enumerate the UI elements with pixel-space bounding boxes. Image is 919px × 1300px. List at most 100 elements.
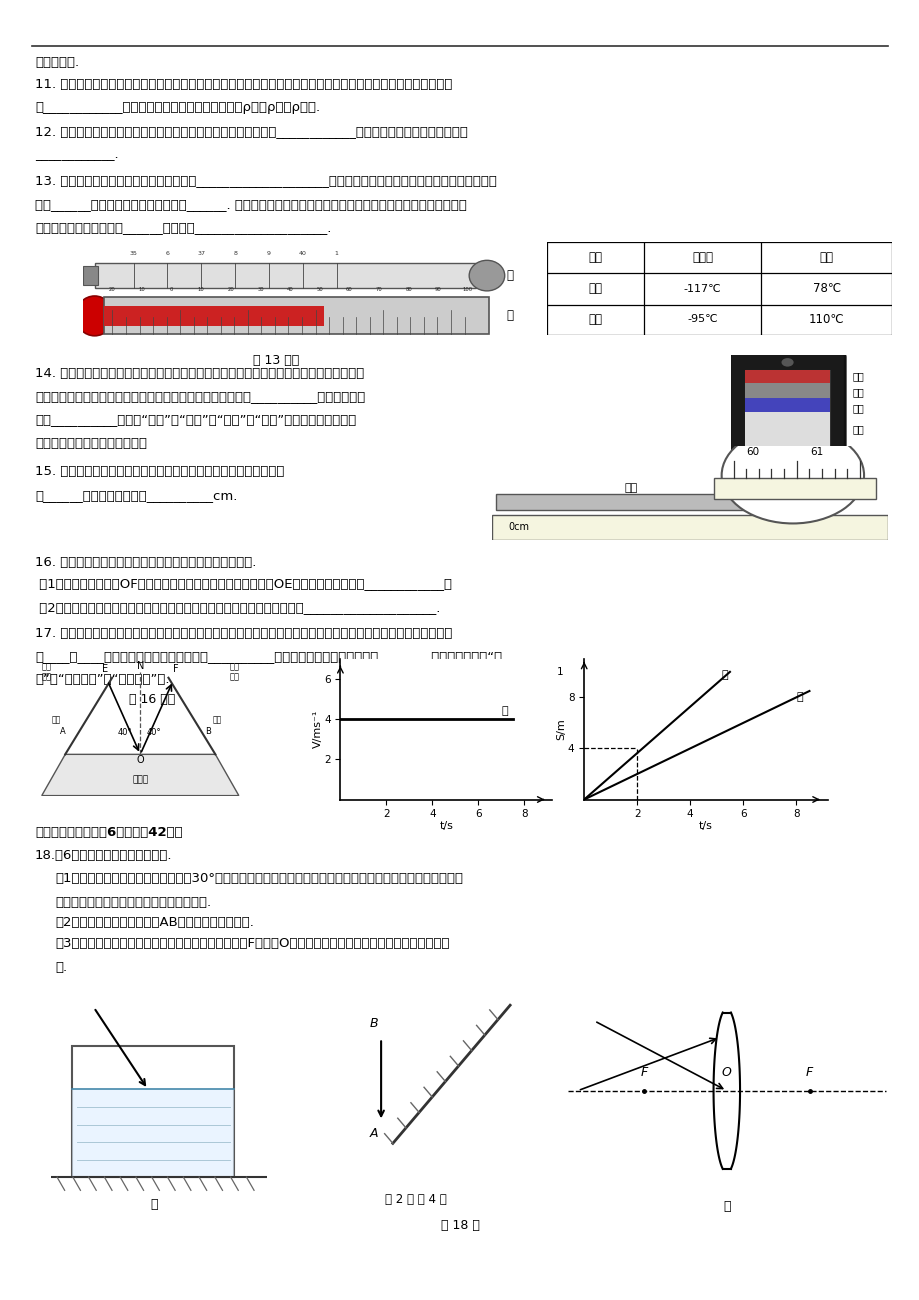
Text: 图中__________（选填“红色”、“绿色”、“蓝色”或“白色”）区域时能同时看到: 图中__________（选填“红色”、“绿色”、“蓝色”或“白色”）区域时能同… <box>35 413 356 426</box>
Text: 甲: 甲 <box>501 706 507 716</box>
Bar <box>495 494 765 510</box>
Bar <box>104 298 489 334</box>
X-axis label: t/s: t/s <box>438 820 453 831</box>
Text: 37: 37 <box>197 251 205 256</box>
Text: 13. 如图所示的甲乙两支温度计是利用液体____________________的性质制成的，其中，可以离开被测物体来读数: 13. 如图所示的甲乙两支温度计是利用液体___________________… <box>35 174 496 187</box>
Bar <box>96 263 476 289</box>
Text: 40: 40 <box>287 286 293 291</box>
Text: 20: 20 <box>109 286 116 291</box>
Text: 止”、“向前运动”或“向后运动”）.: 止”、“向前运动”或“向后运动”）. <box>35 673 169 686</box>
Text: （2）如图乙所示，画出物体AB在平面镜中所成的像.: （2）如图乙所示，画出物体AB在平面镜中所成的像. <box>55 916 254 930</box>
Text: 丙: 丙 <box>795 692 802 702</box>
Text: 的是______，可以用来测沸水温度的是______. 若两支温度计的测温物质，可能为下右表中所列的物质，则乙温度: 的是______，可以用来测沸水温度的是______. 若两支温度计的测温物质，… <box>35 198 466 211</box>
Text: （1）如果让光线逆着OF的方向射向镜面，会发现反射光线沿着OE方向射出，这表明：____________；: （1）如果让光线逆着OF的方向射向镜面，会发现反射光线沿着OE方向射出，这表明：… <box>35 577 451 590</box>
Text: B: B <box>205 727 211 736</box>
Text: 现象形成的.: 现象形成的. <box>35 56 79 69</box>
Text: 60: 60 <box>346 286 352 291</box>
Text: 40°: 40° <box>147 728 162 737</box>
Text: 16. 为了探究光反射时的规律，小明进行了如图所示的实验.: 16. 为了探究光反射时的规律，小明进行了如图所示的实验. <box>35 556 256 569</box>
Text: 50: 50 <box>316 286 323 291</box>
Bar <box>73 1089 234 1178</box>
Text: 入射: 入射 <box>41 662 51 671</box>
Text: 第 18 题: 第 18 题 <box>440 1219 479 1232</box>
Text: 8: 8 <box>233 251 237 256</box>
Text: 蓝色: 蓝色 <box>852 403 864 413</box>
Text: 乙: 乙 <box>505 309 513 322</box>
Text: 白色: 白色 <box>852 425 864 434</box>
Bar <box>744 369 829 382</box>
Text: O: O <box>721 1066 731 1079</box>
Text: 60: 60 <box>746 447 759 456</box>
Text: 凝固点: 凝固点 <box>691 251 712 264</box>
Text: 平面镜: 平面镜 <box>132 775 148 784</box>
Bar <box>713 478 875 499</box>
Text: N: N <box>136 660 144 671</box>
Text: 90: 90 <box>435 286 441 291</box>
Text: 酒精: 酒精 <box>588 282 602 295</box>
Text: 第 13 题图: 第 13 题图 <box>253 354 299 367</box>
Text: A: A <box>60 727 65 736</box>
Text: 70: 70 <box>375 286 382 291</box>
Text: B: B <box>369 1017 378 1030</box>
Text: 14. 如图所示是一个彩色的手机屏幕，小红洗手时不小心将水滴到了手机屏幕上，透过水滴: 14. 如图所示是一个彩色的手机屏幕，小红洗手时不小心将水滴到了手机屏幕上，透过… <box>35 367 364 380</box>
Bar <box>492 515 887 540</box>
Text: O: O <box>136 755 144 766</box>
Text: （3）如图丙所示，两条入射光线分别过凸透镜的焦点F和光心O，分别画出这两条光线经过凸透镜折射后的光: （3）如图丙所示，两条入射光线分别过凸透镜的焦点F和光心O，分别画出这两条光线经… <box>55 937 449 950</box>
Text: 100: 100 <box>462 286 472 291</box>
Y-axis label: S/m: S/m <box>556 719 566 740</box>
Text: 80: 80 <box>405 286 412 291</box>
Text: 三、解答题（本题共6小题，共42分）: 三、解答题（本题共6小题，共42分） <box>35 826 182 838</box>
Text: 标出反射角度，并大致画出折射光线的路径.: 标出反射角度，并大致画出折射光线的路径. <box>55 896 211 909</box>
Text: 10: 10 <box>198 286 204 291</box>
Polygon shape <box>41 754 239 796</box>
Text: 绿色: 绿色 <box>852 387 864 398</box>
Text: 沸点: 沸点 <box>819 251 833 264</box>
Text: 线.: 线. <box>55 961 67 974</box>
Text: A: A <box>369 1127 378 1140</box>
Text: 放____________球的杯子里水面升高的最少（已知ρ铜＞ρ铁＞ρ铝）.: 放____________球的杯子里水面升高的最少（已知ρ铜＞ρ铁＞ρ铝）. <box>35 101 320 114</box>
Text: F: F <box>640 1066 647 1079</box>
Text: 18.（6分）按要求完成下列光路图.: 18.（6分）按要求完成下列光路图. <box>35 849 172 862</box>
Text: 12. 把一只充了气的气球放在阳光下晒，经过一段时间后，气球的____________保持不变，它内部的气体的密度: 12. 把一只充了气的气球放在阳光下晒，经过一段时间后，气球的_________… <box>35 125 468 138</box>
Text: 15. 如图所示，小华用刻度尺测量某铁棒的长度，该刻度尺的分度值: 15. 如图所示，小华用刻度尺测量某铁棒的长度，该刻度尺的分度值 <box>35 465 284 478</box>
Text: 17. 甲、乙、丙三辆小车同时、同地向同一方向运动，它们运动的图像如图所示，由图像可知：运动速度相同的小车: 17. 甲、乙、丙三辆小车同时、同地向同一方向运动，它们运动的图像如图所示，由图… <box>35 627 452 640</box>
Text: 计中的测温液体肯定不是______，原因是____________________.: 计中的测温液体肯定不是______，原因是___________________… <box>35 221 331 234</box>
Text: F: F <box>173 664 178 673</box>
Bar <box>744 369 829 448</box>
Text: -117℃: -117℃ <box>683 283 720 294</box>
Circle shape <box>780 358 793 367</box>
Bar <box>744 412 829 448</box>
Text: 是____和____；若以乙车为参照物，则甲车__________，若以甲车为参照物，则丙车________（以上两空选填“静: 是____和____；若以乙车为参照物，则甲车__________，若以甲车为参… <box>35 650 502 663</box>
Text: 1: 1 <box>335 251 338 256</box>
Bar <box>104 307 323 325</box>
Circle shape <box>75 296 114 335</box>
Text: 30: 30 <box>257 286 264 291</box>
Bar <box>744 382 829 398</box>
Text: 40°: 40° <box>118 728 132 737</box>
Bar <box>73 1045 234 1178</box>
Text: 她惊奇地看到屏幕上出现多个不同颜色的小格子．水滴相当于__________，当水滴滴到: 她惊奇地看到屏幕上出现多个不同颜色的小格子．水滴相当于__________，当水… <box>35 390 365 403</box>
Text: 78℃: 78℃ <box>811 282 840 295</box>
Text: 10: 10 <box>139 286 145 291</box>
Text: 丙: 丙 <box>722 1200 730 1213</box>
Text: 40: 40 <box>299 251 306 256</box>
Text: 9: 9 <box>267 251 271 256</box>
Text: 61: 61 <box>809 447 823 456</box>
Text: 甲: 甲 <box>151 1197 158 1210</box>
Text: 1: 1 <box>556 667 562 677</box>
Text: 0: 0 <box>170 286 173 291</box>
Text: 35: 35 <box>130 251 137 256</box>
Text: 反射: 反射 <box>229 662 239 671</box>
Text: （1）如图甲所示，有一束与水平面成30°角的光斜射入鱼缸的水中，发生反射和折射现象，请你画出反射光线并: （1）如图甲所示，有一束与水平面成30°角的光斜射入鱼缸的水中，发生反射和折射现… <box>55 872 462 885</box>
Bar <box>744 398 829 412</box>
Text: 6: 6 <box>165 251 169 256</box>
Text: 纸板: 纸板 <box>213 715 222 724</box>
Text: -95℃: -95℃ <box>686 315 717 325</box>
Text: 铁棒: 铁棒 <box>623 482 637 493</box>
Text: 第 16 题图: 第 16 题图 <box>129 693 175 706</box>
Text: 光线: 光线 <box>229 672 239 681</box>
Text: 11. 三个完全相同的杯子，里面装有质量相等的水．若把质量相等的实心铝球、铁球和铜球分别放入三个杯子里，则: 11. 三个完全相同的杯子，里面装有质量相等的水．若把质量相等的实心铝球、铁球和… <box>35 78 452 91</box>
Text: 红、绿、蓝三种颜色的小格子．: 红、绿、蓝三种颜色的小格子． <box>35 437 147 450</box>
Text: 第 2 页 共 4 页: 第 2 页 共 4 页 <box>385 1193 447 1206</box>
X-axis label: t/s: t/s <box>698 820 712 831</box>
